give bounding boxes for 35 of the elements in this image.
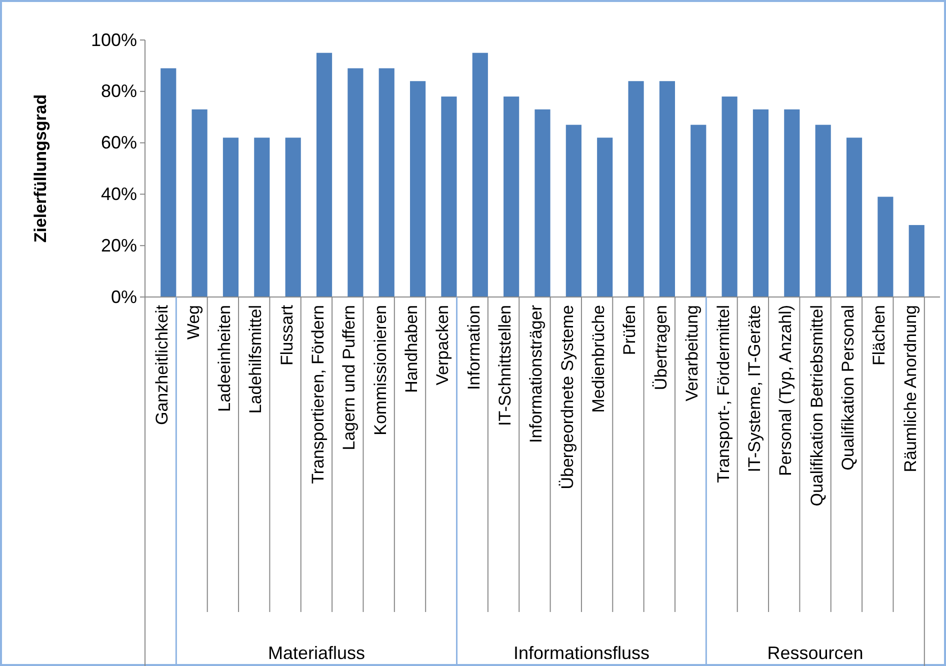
x-tick-label: Lagern und Puffern (340, 305, 359, 450)
x-tick-label: Ganzheitlichkeit (152, 304, 172, 426)
text: Ressourcen (767, 643, 864, 663)
x-tick-label: Transport-, Fördermittel (714, 305, 733, 483)
y-tick-label: 20% (100, 235, 137, 256)
x-tick-label: Medienbrüche (589, 305, 608, 413)
x-tick-label: Qualifikation Betriebsmittel (807, 305, 826, 506)
x-tick-label: Ladehilfsmittel (246, 305, 266, 414)
x-tick-label: Handhaben (402, 305, 421, 393)
x-tick-label: Informationsträger (526, 304, 546, 443)
x-tick-label: Ladeeinheiten (214, 305, 234, 412)
y-tick-label: 100% (90, 30, 137, 50)
x-tick-label: Verarbeitung (682, 305, 702, 402)
y-axis-title: Zielerfüllungsgrad (31, 94, 50, 243)
y-tick-label: 60% (100, 132, 137, 153)
x-tick-label: IT-Systeme, IT-Geräte (744, 305, 764, 472)
y-tick-label: 0% (110, 286, 137, 307)
text: Materiafluss (268, 643, 365, 663)
x-tick-label: Qualifikation Personal (838, 305, 858, 470)
x-tick-label: Prüfen (620, 305, 640, 356)
x-tick-label: IT-Schnittstellen (496, 305, 515, 426)
y-tick-label: 40% (100, 184, 137, 204)
x-tick-label: Räumliche Anordnung (900, 305, 920, 472)
text: Informationsfluss (513, 643, 650, 663)
x-tick-label: Flächen (870, 305, 889, 366)
x-tick-label: Kommissionieren (370, 305, 390, 436)
x-tick-label: Übertragen (651, 305, 670, 390)
x-tick-label: Information (464, 305, 484, 390)
y-tick-label: 80% (100, 81, 137, 102)
x-tick-label: Weg (184, 305, 203, 340)
x-tick-label: Übergeordnete Systeme (558, 305, 577, 490)
x-tick-label: Transportieren, Fördern (308, 305, 328, 484)
x-tick-label: Personal (Typ, Anzahl) (776, 305, 796, 476)
x-tick-label: Verpacken (433, 305, 452, 386)
x-tick-label: Flussart (277, 304, 296, 366)
